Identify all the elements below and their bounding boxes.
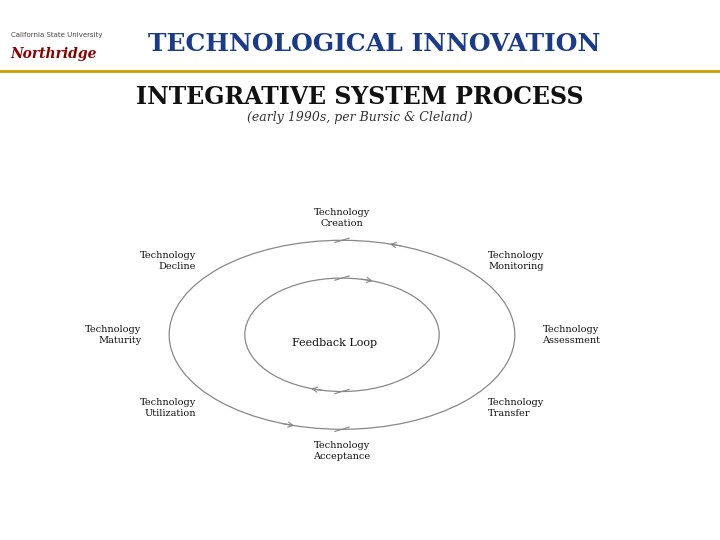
Text: Feedback Loop: Feedback Loop xyxy=(292,338,377,348)
Text: California State University: California State University xyxy=(11,32,102,38)
Text: Technology
Acceptance: Technology Acceptance xyxy=(313,441,371,461)
Text: (early 1990s, per Bursic & Cleland): (early 1990s, per Bursic & Cleland) xyxy=(247,111,473,124)
Text: Technology
Utilization: Technology Utilization xyxy=(140,398,196,419)
Text: INTEGRATIVE SYSTEM PROCESS: INTEGRATIVE SYSTEM PROCESS xyxy=(136,85,584,109)
Text: Technology
Decline: Technology Decline xyxy=(140,251,196,272)
Text: Technology
Assessment: Technology Assessment xyxy=(543,325,600,345)
Text: Technology
Monitoring: Technology Monitoring xyxy=(488,251,544,272)
Text: Technology
Transfer: Technology Transfer xyxy=(488,398,544,419)
Text: Technology
Maturity: Technology Maturity xyxy=(85,325,141,345)
Text: Technology
Creation: Technology Creation xyxy=(314,208,370,228)
Text: TECHNOLOGICAL INNOVATION: TECHNOLOGICAL INNOVATION xyxy=(148,32,600,56)
Text: Northridge: Northridge xyxy=(11,47,97,61)
